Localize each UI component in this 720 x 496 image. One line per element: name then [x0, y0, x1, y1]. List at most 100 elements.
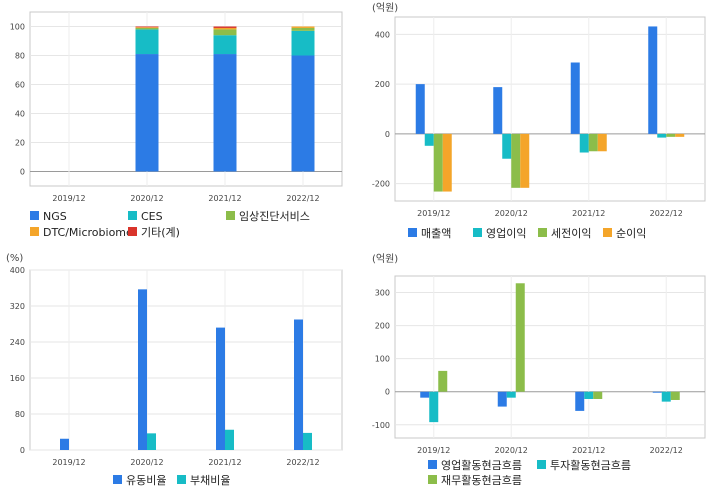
- bar: [303, 432, 312, 450]
- y-tick-label: -100: [372, 421, 390, 430]
- y-tick-label: 320: [10, 302, 25, 311]
- bar: [511, 133, 521, 188]
- legend-swatch: [128, 211, 137, 220]
- y-tick-label: 100: [375, 355, 390, 364]
- bar: [520, 133, 530, 188]
- bar: [135, 27, 159, 28]
- bar: [213, 26, 237, 28]
- legend-swatch: [113, 475, 122, 484]
- bar: [420, 391, 430, 398]
- bar: [497, 391, 507, 407]
- y-tick-label: 0: [385, 130, 390, 139]
- legend-label: 매출액: [421, 227, 451, 240]
- bar: [570, 62, 580, 134]
- legend-swatch: [30, 227, 39, 236]
- x-tick-label: 2021/12: [572, 446, 605, 455]
- bar: [588, 133, 598, 152]
- legend-label: 유동비율: [126, 474, 166, 487]
- bar: [415, 84, 425, 134]
- bar: [502, 133, 512, 159]
- y-tick-label: 20: [15, 139, 25, 148]
- legend-swatch: [428, 475, 437, 484]
- x-tick-label: 2022/12: [650, 446, 683, 455]
- legend-swatch: [428, 460, 437, 469]
- bar: [433, 133, 443, 192]
- legend-swatch: [408, 228, 417, 237]
- bar: [593, 391, 603, 399]
- bar: [506, 391, 516, 398]
- y-tick-label: 240: [10, 338, 25, 347]
- legend-label: DTC/Microbiome: [43, 226, 133, 239]
- x-tick-label: 2020/12: [130, 458, 163, 467]
- legend-swatch: [177, 475, 186, 484]
- bar: [213, 35, 237, 55]
- bar: [493, 87, 503, 134]
- bar: [135, 27, 159, 30]
- legend-label: CES: [141, 210, 163, 223]
- legend-label: 영업이익: [486, 227, 526, 240]
- bar: [291, 30, 315, 56]
- legend-label: NGS: [43, 210, 67, 223]
- bar: [135, 26, 159, 28]
- x-tick-label: 2019/12: [52, 458, 85, 467]
- x-tick-label: 2019/12: [417, 209, 450, 218]
- legend-swatch: [30, 211, 39, 220]
- bar: [675, 133, 685, 137]
- bar: [648, 26, 658, 134]
- bar: [213, 29, 237, 36]
- legend-label: 부채비율: [190, 474, 230, 487]
- x-tick-label: 2020/12: [130, 194, 163, 203]
- bar: [515, 283, 525, 392]
- plot-area: [394, 275, 706, 439]
- y-tick-label: 0: [385, 388, 390, 397]
- y-tick-label: -200: [372, 180, 390, 189]
- bar: [661, 391, 671, 402]
- bar: [147, 433, 156, 450]
- plot-area: [29, 11, 343, 187]
- bar: [216, 327, 225, 450]
- x-tick-label: 2021/12: [572, 209, 605, 218]
- legend-swatch: [603, 228, 612, 237]
- y-tick-label: 200: [375, 80, 390, 89]
- bar: [225, 429, 234, 450]
- legend-label: 재무활동현금흐름: [441, 473, 522, 487]
- bar: [291, 55, 315, 172]
- bar: [442, 133, 452, 192]
- legend-swatch: [226, 211, 235, 220]
- bar: [424, 133, 434, 146]
- x-tick-label: 2022/12: [286, 194, 319, 203]
- y-tick-label: 40: [15, 110, 25, 119]
- x-tick-label: 2019/12: [52, 194, 85, 203]
- bar: [135, 54, 159, 172]
- legend-swatch: [538, 228, 547, 237]
- legend-swatch: [473, 228, 482, 237]
- y-tick-label: 60: [15, 81, 25, 90]
- x-tick-label: 2021/12: [208, 194, 241, 203]
- legend-label: 기타(계): [141, 226, 180, 239]
- bar: [60, 438, 69, 450]
- bar: [575, 391, 585, 411]
- bar: [291, 27, 315, 31]
- legend-swatch: [128, 227, 137, 236]
- plot-area: [29, 269, 343, 451]
- bar: [584, 391, 594, 399]
- x-tick-label: 2021/12: [208, 458, 241, 467]
- unit-label: (%): [6, 253, 23, 264]
- bar: [213, 54, 237, 172]
- legend-label: 세전이익: [551, 227, 591, 240]
- y-tick-label: 300: [375, 289, 390, 298]
- legend-swatch: [537, 460, 546, 469]
- y-tick-label: 160: [10, 374, 25, 383]
- x-tick-label: 2019/12: [417, 446, 450, 455]
- bar: [213, 27, 237, 30]
- x-tick-label: 2022/12: [650, 209, 683, 218]
- legend-label: 순이익: [616, 227, 646, 240]
- y-tick-label: 80: [15, 410, 25, 419]
- bar: [670, 391, 680, 400]
- bar: [438, 370, 448, 392]
- y-tick-label: 400: [10, 266, 25, 275]
- bar: [138, 289, 147, 450]
- bar: [579, 133, 589, 153]
- bar: [294, 319, 303, 450]
